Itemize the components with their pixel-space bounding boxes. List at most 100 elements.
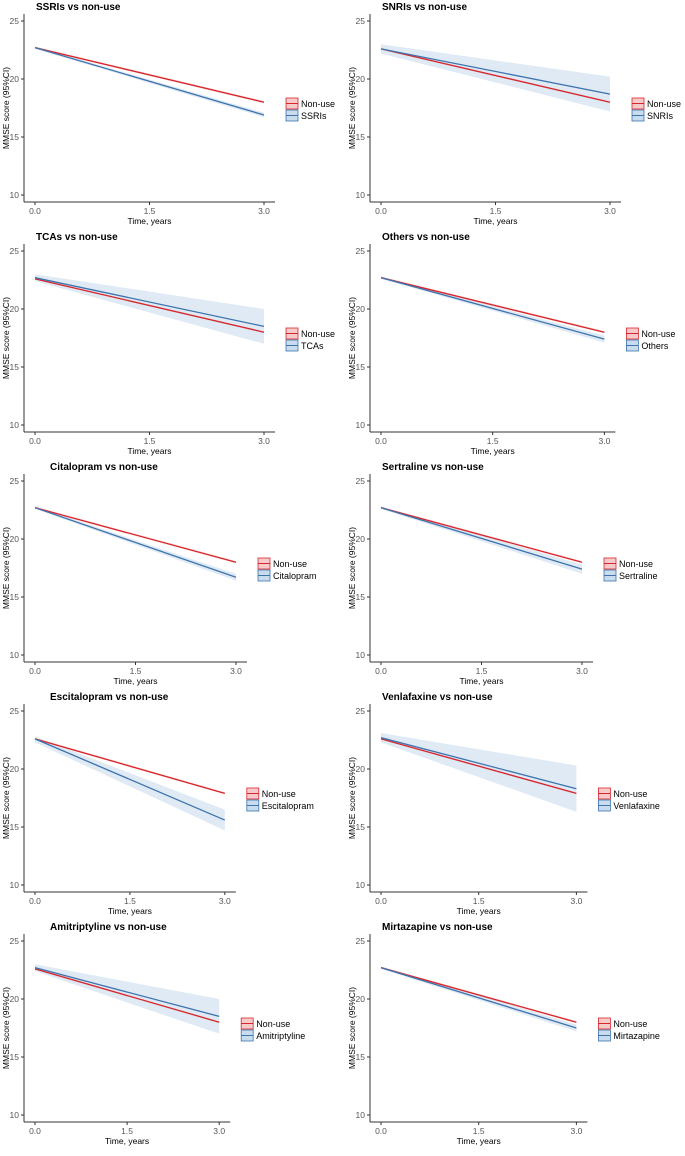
series-line-drug [34, 277, 265, 328]
y-tick-label: 10 [10, 880, 20, 890]
y-axis-label: MMSE score (95%CI) [1, 527, 11, 609]
legend-label: Venlafaxine [613, 801, 660, 811]
y-tick-label: 20 [10, 534, 20, 544]
legend-label: Non-use [262, 789, 296, 799]
series-line-nonuse [34, 507, 237, 563]
panel-7: Escitalopram vs non-use 10 15 20 25 0.0 1.5 3.0… [1, 692, 314, 916]
x-tick-label: 1.5 [124, 896, 136, 906]
panel-title: SSRIs vs non-use [36, 2, 121, 13]
x-tick-label: 1.5 [130, 666, 142, 676]
series-line-nonuse [380, 738, 577, 794]
y-axis-label: MMSE score (95%CI) [347, 67, 357, 149]
ci-band-drug [381, 44, 610, 112]
series-line-nonuse [380, 967, 577, 1023]
panel-title: SNRIs vs non-use [382, 2, 467, 13]
y-tick-label: 15 [10, 822, 20, 832]
legend-label: Citalopram [273, 571, 317, 581]
y-tick-label: 20 [356, 764, 366, 774]
x-tick-label: 0.0 [29, 206, 41, 216]
series-line-nonuse [34, 968, 220, 1023]
panel-5: Citalopram vs non-use 10 15 20 25 0.0 1.5 3.0 Ti… [1, 462, 317, 686]
panel-9: Amitriptyline vs non-use 10 15 20 25 0.0 1.5 3.… [1, 922, 305, 1146]
y-tick-label: 15 [10, 592, 20, 602]
legend-label: TCAs [301, 341, 324, 351]
series-line-drug [380, 967, 577, 1029]
legend-label: Others [641, 341, 669, 351]
x-tick-label: 0.0 [29, 896, 41, 906]
y-tick-label: 20 [10, 304, 20, 314]
y-tick-label: 10 [356, 190, 366, 200]
series-line-drug [380, 737, 577, 790]
x-tick-label: 3.0 [570, 896, 582, 906]
x-tick-label: 1.5 [490, 206, 502, 216]
y-tick-label: 25 [356, 476, 366, 486]
legend-label: Non-use [256, 1019, 290, 1029]
series-line-nonuse [34, 738, 225, 794]
x-tick-label: 3.0 [598, 436, 610, 446]
y-tick-label: 10 [356, 420, 366, 430]
legend-label: Mirtazapine [613, 1031, 660, 1041]
panel-title: Escitalopram vs non-use [50, 692, 169, 703]
legend-label: Non-use [301, 99, 335, 109]
x-tick-label: 1.5 [476, 666, 488, 676]
y-axis-label: MMSE score (95%CI) [1, 67, 11, 149]
legend-label: Sertraline [619, 571, 658, 581]
panel-3: TCAs vs non-use 10 15 20 25 0.0 1.5 3.0 Time, ye… [1, 232, 335, 456]
x-tick-label: 0.0 [29, 666, 41, 676]
y-tick-label: 15 [10, 1052, 20, 1062]
y-tick-label: 10 [10, 190, 20, 200]
legend-label: Non-use [647, 99, 681, 109]
panel-2: SNRIs vs non-use 10 15 20 25 0.0 1.5 3.0 Time, y… [347, 2, 681, 226]
y-tick-label: 10 [10, 1110, 20, 1120]
x-tick-label: 3.0 [576, 666, 588, 676]
x-axis-label: Time, years [457, 1136, 501, 1146]
x-axis-label: Time, years [459, 676, 503, 686]
panel-1: SSRIs vs non-use 10 15 20 25 0.0 1.5 3.0 Time, y… [1, 2, 335, 226]
y-tick-label: 15 [356, 362, 366, 372]
series-line-nonuse [380, 48, 611, 103]
panel-title: Amitriptyline vs non-use [50, 922, 167, 933]
panel-title: Sertraline vs non-use [382, 462, 484, 473]
x-tick-label: 1.5 [144, 206, 156, 216]
y-tick-label: 25 [356, 16, 366, 26]
x-tick-label: 0.0 [375, 206, 387, 216]
x-tick-label: 1.5 [473, 896, 485, 906]
panel-title: Venlafaxine vs non-use [382, 692, 493, 703]
x-tick-label: 0.0 [375, 436, 387, 446]
legend-label: Non-use [613, 1019, 647, 1029]
series-line-drug [380, 507, 583, 570]
series-line-drug [34, 507, 237, 578]
x-axis-label: Time, years [473, 216, 517, 226]
x-tick-label: 1.5 [144, 436, 156, 446]
x-tick-label: 1.5 [473, 1126, 485, 1136]
x-tick-label: 3.0 [604, 206, 616, 216]
panel-10: Mirtazapine vs non-use 10 15 20 25 0.0 1.5 3.0 T… [347, 922, 660, 1146]
y-tick-label: 10 [356, 1110, 366, 1120]
y-tick-label: 25 [10, 706, 20, 716]
panel-6: Sertraline vs non-use 10 15 20 25 0.0 1.5 3.0 Ti… [347, 462, 658, 686]
panel-8: Venlafaxine vs non-use 10 15 20 25 0.0 1.5 3.0 T… [347, 692, 660, 916]
y-tick-label: 10 [356, 880, 366, 890]
ci-band-drug [35, 736, 225, 831]
x-axis-label: Time, years [105, 1136, 149, 1146]
x-axis-label: Time, years [127, 446, 171, 456]
x-tick-label: 3.0 [219, 896, 231, 906]
legend-label: Non-use [641, 329, 675, 339]
panel-title: Mirtazapine vs non-use [382, 922, 493, 933]
y-axis-label: MMSE score (95%CI) [347, 527, 357, 609]
y-tick-label: 15 [10, 132, 20, 142]
legend-label: SNRIs [647, 111, 674, 121]
series-line-nonuse [34, 278, 265, 333]
y-tick-label: 20 [356, 74, 366, 84]
series-line-nonuse [380, 277, 605, 333]
y-tick-label: 25 [356, 706, 366, 716]
x-axis-label: Time, years [113, 676, 157, 686]
y-tick-label: 20 [10, 764, 20, 774]
series-line-nonuse [34, 47, 265, 103]
x-tick-label: 3.0 [258, 206, 270, 216]
y-tick-label: 20 [10, 74, 20, 84]
y-tick-label: 25 [10, 936, 20, 946]
x-tick-label: 0.0 [375, 666, 387, 676]
y-tick-label: 20 [356, 534, 366, 544]
